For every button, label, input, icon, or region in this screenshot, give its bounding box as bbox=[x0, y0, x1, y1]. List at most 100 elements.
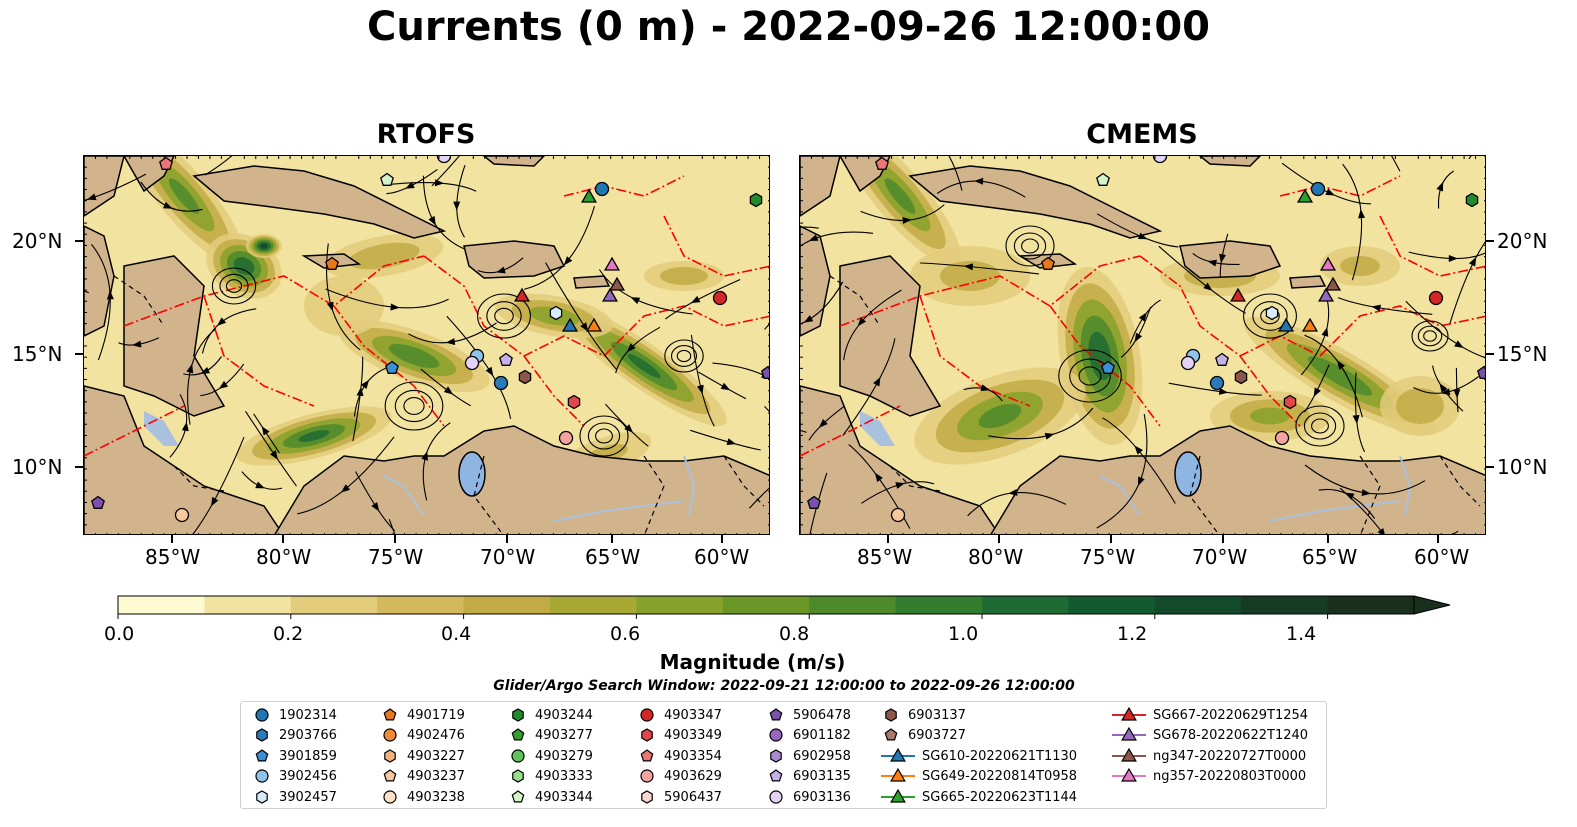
observation-marker[interactable] bbox=[761, 365, 770, 379]
observation-marker[interactable] bbox=[1229, 287, 1247, 302]
land-mass bbox=[839, 255, 942, 417]
streamline-arrow bbox=[1134, 445, 1143, 455]
observation-marker[interactable] bbox=[1324, 276, 1342, 291]
observation-marker[interactable] bbox=[558, 430, 574, 446]
colorbar-segment bbox=[809, 596, 897, 614]
observation-marker[interactable] bbox=[807, 495, 821, 509]
observation-marker[interactable] bbox=[1180, 355, 1196, 371]
lake-maracaibo bbox=[1174, 451, 1202, 497]
streamline-arrow bbox=[1134, 332, 1143, 343]
observation-marker[interactable] bbox=[325, 256, 339, 270]
streamline-arrow bbox=[580, 322, 589, 332]
streamline-arrow bbox=[186, 363, 194, 374]
legend-item: 3902457 bbox=[251, 789, 337, 805]
legend-item: 4903333 bbox=[507, 768, 593, 784]
observation-marker[interactable] bbox=[1277, 317, 1295, 332]
observation-marker[interactable] bbox=[1096, 172, 1110, 186]
rtofs-map[interactable] bbox=[83, 155, 770, 535]
streamline-arrow bbox=[874, 472, 883, 483]
observation-marker[interactable] bbox=[1041, 256, 1055, 270]
streamline-arrow bbox=[1454, 340, 1464, 348]
observation-marker[interactable] bbox=[1465, 192, 1479, 208]
observation-marker[interactable] bbox=[513, 287, 531, 302]
observation-marker[interactable] bbox=[1317, 287, 1335, 302]
river bbox=[683, 455, 696, 517]
observation-marker[interactable] bbox=[385, 360, 399, 374]
observation-marker[interactable] bbox=[1215, 352, 1229, 366]
observation-marker[interactable] bbox=[499, 352, 513, 366]
y-tick-label-15n-left: 15°N bbox=[12, 342, 63, 366]
observation-marker[interactable] bbox=[1301, 317, 1319, 332]
observation-marker[interactable] bbox=[493, 375, 509, 391]
colorbar-segment bbox=[722, 596, 810, 614]
observation-marker[interactable] bbox=[436, 156, 452, 164]
observation-marker[interactable] bbox=[1310, 181, 1326, 197]
y-tick-label-20n-right: 20°N bbox=[1497, 229, 1548, 253]
observation-marker[interactable] bbox=[1477, 365, 1486, 379]
observation-marker[interactable] bbox=[1209, 375, 1225, 391]
circle-marker-icon bbox=[640, 708, 654, 722]
observation-marker[interactable] bbox=[549, 305, 563, 321]
observation-marker[interactable] bbox=[561, 317, 579, 332]
observation-marker[interactable] bbox=[518, 369, 532, 385]
observation-marker[interactable] bbox=[159, 156, 173, 170]
figure-title: Currents (0 m) - 2022-09-26 12:00:00 bbox=[367, 4, 1210, 50]
legend-item: 4903629 bbox=[636, 768, 722, 784]
cmems-map[interactable] bbox=[799, 155, 1486, 535]
legend-item: 5906437 bbox=[636, 789, 722, 805]
triangle-marker-icon bbox=[1112, 727, 1146, 741]
observation-marker[interactable] bbox=[1234, 369, 1248, 385]
land-mass bbox=[482, 156, 546, 167]
observation-marker[interactable] bbox=[1428, 290, 1444, 306]
observation-marker[interactable] bbox=[1274, 430, 1290, 446]
observation-marker[interactable] bbox=[91, 495, 105, 509]
observation-marker[interactable] bbox=[1296, 188, 1314, 203]
streamline-arrow bbox=[1453, 389, 1461, 399]
circle-marker-icon bbox=[769, 728, 783, 742]
colorbar-tick-1-0: 1.0 bbox=[948, 623, 979, 645]
observation-marker[interactable] bbox=[464, 355, 480, 371]
streamline-arrow bbox=[1203, 282, 1213, 291]
streamline-arrow bbox=[1469, 256, 1477, 267]
y-tick-label-15n-right: 15°N bbox=[1497, 342, 1548, 366]
observation-marker[interactable] bbox=[601, 287, 619, 302]
legend-item: 4903354 bbox=[636, 748, 722, 764]
streamline-arrow bbox=[630, 297, 641, 305]
legend-item-label: SG649-20220814T0958 bbox=[922, 768, 1078, 784]
observation-marker[interactable] bbox=[603, 256, 621, 271]
observation-marker[interactable] bbox=[712, 290, 728, 306]
legend-item-label: 4903227 bbox=[407, 748, 465, 764]
land-mass bbox=[274, 425, 769, 534]
colorbar-segment bbox=[1154, 596, 1242, 614]
observation-marker[interactable] bbox=[749, 192, 763, 208]
country-border bbox=[473, 455, 504, 534]
observation-marker[interactable] bbox=[580, 188, 598, 203]
pentagon-marker-icon bbox=[769, 769, 783, 782]
observation-marker[interactable] bbox=[594, 181, 610, 197]
pentagon-marker-icon bbox=[383, 769, 397, 782]
hexagon-marker-icon bbox=[770, 749, 782, 763]
eddy-streamline bbox=[664, 339, 704, 373]
observation-marker[interactable] bbox=[585, 317, 603, 332]
streamline-arrow bbox=[428, 215, 436, 226]
observation-marker[interactable] bbox=[1152, 156, 1168, 164]
eez-boundary bbox=[1049, 305, 1161, 427]
observation-marker[interactable] bbox=[1283, 394, 1297, 410]
observation-marker[interactable] bbox=[1265, 305, 1279, 321]
colorbar-segment bbox=[290, 596, 378, 614]
legend-item: 5906478 bbox=[765, 707, 851, 723]
observation-marker[interactable] bbox=[380, 172, 394, 186]
observation-marker[interactable] bbox=[890, 507, 906, 523]
observation-marker[interactable] bbox=[174, 507, 190, 523]
observation-marker[interactable] bbox=[1319, 256, 1337, 271]
streamline bbox=[809, 472, 828, 534]
observation-marker[interactable] bbox=[608, 276, 626, 291]
colorbar-segment bbox=[895, 596, 983, 614]
circle-marker-icon bbox=[769, 790, 783, 804]
land-mass bbox=[192, 165, 447, 239]
observation-marker[interactable] bbox=[567, 394, 581, 410]
observation-marker[interactable] bbox=[1101, 360, 1115, 374]
observation-marker[interactable] bbox=[875, 156, 889, 170]
current-magnitude-contour bbox=[978, 403, 1022, 429]
streamline-arrow bbox=[261, 426, 270, 436]
